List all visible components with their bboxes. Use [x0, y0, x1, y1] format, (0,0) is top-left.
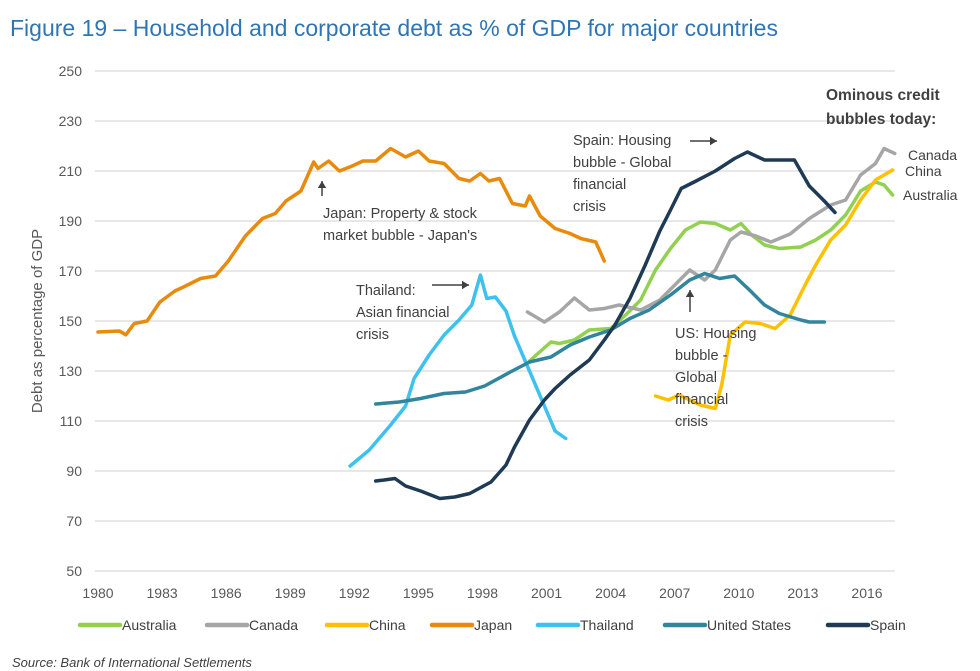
legend-label: Thailand	[580, 617, 634, 633]
annotation-spain: bubble - Global	[573, 155, 671, 171]
annotation-spain: Spain: Housing	[573, 133, 671, 149]
annotation-spain: financial	[573, 177, 626, 193]
annotation-spain: crisis	[573, 199, 606, 215]
y-tick-label: 250	[59, 63, 83, 79]
end-label: Canada	[908, 147, 957, 163]
y-tick-label: 230	[59, 113, 83, 129]
annotation-us: bubble -	[675, 348, 728, 364]
chart-title: Figure 19 – Household and corporate debt…	[10, 15, 778, 41]
annotation-ominous: Ominous credit	[826, 87, 940, 104]
legend-label: Spain	[870, 617, 906, 633]
end-label: China	[905, 163, 942, 179]
x-tick-label: 2016	[851, 585, 882, 601]
source-note: Source: Bank of International Settlement…	[12, 655, 252, 670]
x-tick-label: 1998	[467, 585, 498, 601]
annotation-thailand: crisis	[356, 327, 389, 343]
x-tick-label: 1980	[82, 585, 113, 601]
y-tick-label: 110	[60, 413, 83, 429]
annotation-japan: Japan: Property & stock	[323, 206, 478, 222]
legend-label: Australia	[122, 617, 177, 633]
series-line-china	[653, 168, 895, 411]
annotation-japan: market bubble - Japan's	[323, 228, 477, 244]
arrow-us-head	[685, 290, 695, 297]
x-tick-label: 1989	[275, 585, 306, 601]
arrow-thailand-head	[462, 280, 469, 290]
y-tick-label: 210	[59, 163, 83, 179]
series-line-japan	[96, 146, 607, 337]
legend-label: Japan	[474, 617, 512, 633]
x-tick-label: 2010	[723, 585, 754, 601]
series-line-spain	[373, 150, 837, 501]
y-tick-label: 70	[66, 513, 82, 529]
legend-label: Canada	[249, 617, 298, 633]
annotation-us: crisis	[675, 414, 708, 430]
legend-label: China	[369, 617, 406, 633]
series-line-canada	[525, 146, 897, 324]
x-tick-label: 1995	[403, 585, 434, 601]
y-tick-label: 150	[59, 313, 83, 329]
x-tick-label: 1983	[147, 585, 178, 601]
end-label: Australia	[903, 187, 958, 203]
y-tick-label: 130	[59, 363, 83, 379]
y-tick-label: 170	[59, 263, 83, 279]
x-tick-label: 2013	[787, 585, 818, 601]
y-tick-label: 50	[66, 563, 82, 579]
y-tick-label: 190	[59, 213, 83, 229]
y-axis-label: Debt as percentage of GDP	[29, 229, 46, 413]
series-line-united-states	[373, 271, 827, 406]
annotation-us: financial	[675, 392, 728, 408]
x-tick-label: 1986	[211, 585, 242, 601]
y-tick-label: 90	[66, 463, 82, 479]
arrow-japan-head	[317, 181, 327, 188]
x-tick-label: 1992	[339, 585, 370, 601]
x-tick-label: 2001	[531, 585, 562, 601]
annotation-thailand: Thailand:	[356, 283, 416, 299]
annotation-us: US: Housing	[675, 326, 756, 342]
x-tick-label: 2007	[659, 585, 690, 601]
series-line-thailand	[348, 273, 568, 468]
series-line-australia	[527, 180, 895, 363]
annotation-us: Global	[675, 370, 717, 386]
annotation-ominous: bubbles today:	[826, 111, 936, 128]
x-tick-label: 2004	[595, 585, 626, 601]
arrow-spain-head	[710, 136, 717, 146]
legend-label: United States	[707, 617, 791, 633]
annotation-thailand: Asian financial	[356, 305, 450, 321]
